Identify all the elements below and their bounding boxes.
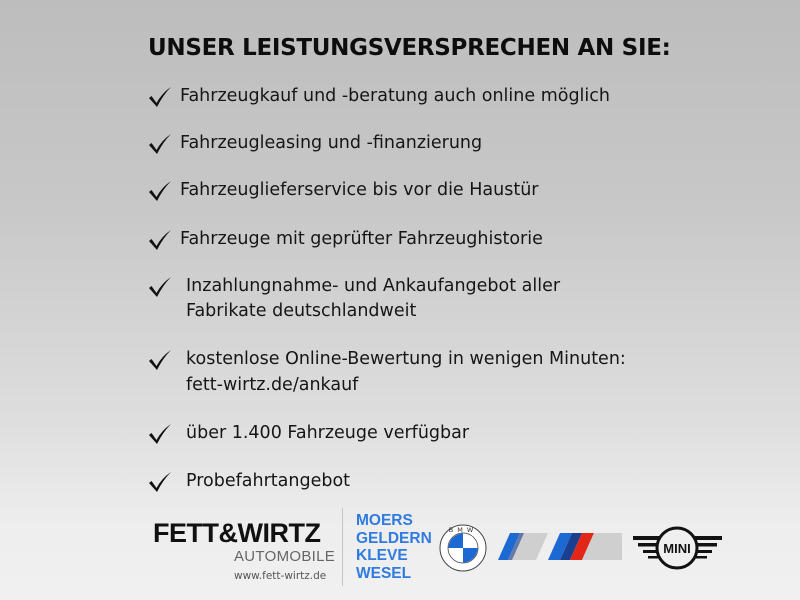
checkmark-icon xyxy=(149,87,171,107)
city-list: MOERS GELDERN KLEVE WESEL xyxy=(356,512,432,582)
list-item-text: fett-wirtz.de/ankauf xyxy=(186,375,359,395)
bmw-i-logo-icon xyxy=(498,533,548,560)
checkmark-icon xyxy=(149,134,171,154)
bmw-m-logo-icon xyxy=(548,533,622,560)
page-title: UNSER LEISTUNGSVERSPRECHEN AN SIE: xyxy=(148,35,671,61)
city: GELDERN xyxy=(356,529,432,547)
checkmark-icon xyxy=(149,277,171,297)
bmw-logo-icon: BMW xyxy=(439,524,487,572)
list-item-text: Probefahrtangebot xyxy=(186,471,351,491)
list-item-text: Fabrikate deutschlandweit xyxy=(186,301,417,321)
list-item-text: Inzahlungnahme- und Ankaufangebot aller xyxy=(186,276,561,296)
mini-logo-text: MINI xyxy=(663,541,690,556)
city: KLEVE xyxy=(356,547,408,564)
checkmark-icon xyxy=(149,472,171,492)
city: MOERS xyxy=(356,512,413,529)
list-item-text: Fahrzeugleasing und -finanzierung xyxy=(180,133,483,153)
checkmark-icon xyxy=(149,181,171,201)
checkmark-icon xyxy=(149,230,171,250)
checkmark-icon xyxy=(149,424,171,444)
brand-subtitle: AUTOMOBILE xyxy=(234,548,336,565)
divider xyxy=(342,508,343,586)
website-link[interactable]: www.fett-wirtz.de xyxy=(234,570,327,582)
checkmark-icon xyxy=(149,350,171,370)
brand-logo-text: FETT&WIRTZ xyxy=(153,518,321,548)
brand-logos: BMW MINI xyxy=(439,524,722,572)
list-item-text: Fahrzeuge mit geprüfter Fahrzeughistorie xyxy=(180,229,543,249)
city: WESEL xyxy=(356,564,412,582)
list-item-text: Fahrzeuglieferservice bis vor die Haustü… xyxy=(180,180,539,200)
list-item-text: Fahrzeugkauf und -beratung auch online m… xyxy=(180,86,610,106)
mini-logo-icon: MINI xyxy=(633,526,722,570)
list-item-text: kostenlose Online-Bewertung in wenigen M… xyxy=(186,349,626,369)
list-item-text: über 1.400 Fahrzeuge verfügbar xyxy=(186,423,470,443)
bmw-logo-text: BMW xyxy=(449,526,478,534)
